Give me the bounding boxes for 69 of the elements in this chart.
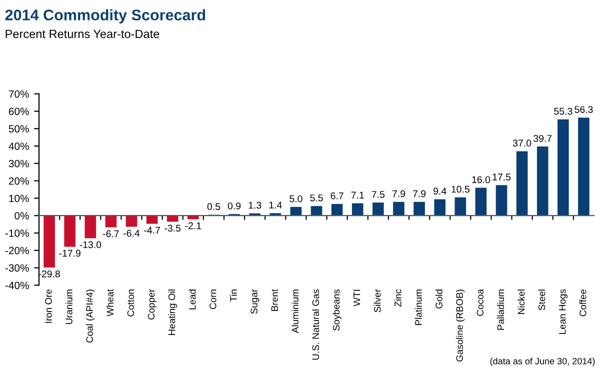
x-tick-label: Heating Oil [168,290,178,335]
data-label: -29.8 [38,270,60,278]
data-label: -6.7 [103,230,119,238]
y-tick-label: 30% [8,160,29,168]
data-label: -17.9 [59,250,80,257]
y-tick-label: 60% [8,108,29,116]
x-tick-label: WTI [354,290,360,306]
x-tick-label: Brent [271,289,278,311]
data-label: -13.0 [80,241,102,248]
y-tick-label: 10% [9,194,29,202]
data-label: 16.0 [472,176,490,184]
data-label: 56.3 [574,106,593,113]
data-label: 6.7 [330,192,344,200]
y-tick-label: 20% [8,177,29,185]
x-tick-label: Platinum [414,290,422,325]
data-label: 7.9 [392,190,406,198]
chart-subtitle: Percent Returns Year-to-Date [6,30,160,38]
x-tick-label: Uranium [65,290,72,324]
x-tick-label: Tin [230,290,237,302]
x-tick-label: Lean Hogs [559,289,568,334]
chart-title: 2014 Commodity Scorecard [5,9,206,24]
data-label: 5.5 [310,194,323,202]
x-tick-label: Aluminium [292,290,298,334]
data-label: 17.5 [492,174,511,180]
y-tick-label: 0% [14,212,29,220]
data-label: -2.1 [185,222,202,230]
y-tick-label: -30% [5,264,29,272]
x-tick-label: Zinc [394,289,402,307]
data-label: 1.4 [269,202,282,208]
data-label: 0.5 [207,203,220,210]
data-label: 9.4 [434,188,446,195]
y-tick-label: 40% [8,142,29,150]
y-tick-label: 70% [8,90,29,98]
data-label: 7.1 [351,192,364,198]
x-tick-label: Steel [538,290,546,310]
y-tick-label: -10% [5,230,29,237]
x-tick-label: Wheat [106,289,114,316]
y-tick-label: 50% [8,125,29,133]
x-tick-label: Palladium [497,290,504,330]
text: (data as of June 30, 2014) [490,358,595,366]
x-tick-label: Corn [210,290,216,310]
data-label: 7.5 [372,191,385,198]
data-label: -3.5 [164,224,181,232]
x-tick-label: Sugar [250,289,260,314]
x-tick-label: Lead [188,290,196,310]
data-label: 1.3 [248,202,262,209]
x-tick-label: Gasoline (RBOB) [456,290,465,362]
x-tick-label: Silver [374,289,381,312]
x-tick-label: Cotton [127,290,134,316]
x-tick-label: Iron Ore [45,289,52,323]
data-label: 0.9 [228,202,241,210]
data-label: -4.7 [144,226,160,234]
x-tick-label: Cocoa [476,289,484,316]
data-label: 7.9 [413,190,426,198]
data-label: -6.4 [124,230,140,237]
data-label: 39.7 [534,134,552,142]
data-label: 5.0 [290,195,302,202]
y-tick-label: -40% [5,282,29,290]
y-tick-label: -20% [5,246,29,254]
x-tick-label: Coffee [579,289,586,316]
x-tick-label: Gold [435,290,442,308]
x-tick-label: Nickel [518,290,525,314]
data-label: 37.0 [512,140,532,147]
x-tick-label: Coal (API#4) [86,290,95,343]
x-tick-label: Soybeans [332,289,342,331]
data-label: 10.5 [452,186,470,193]
x-tick-label: Copper [148,289,156,320]
x-tick-label: U.S. Natural Gas [312,289,320,360]
data-label: 55.3 [554,108,572,115]
